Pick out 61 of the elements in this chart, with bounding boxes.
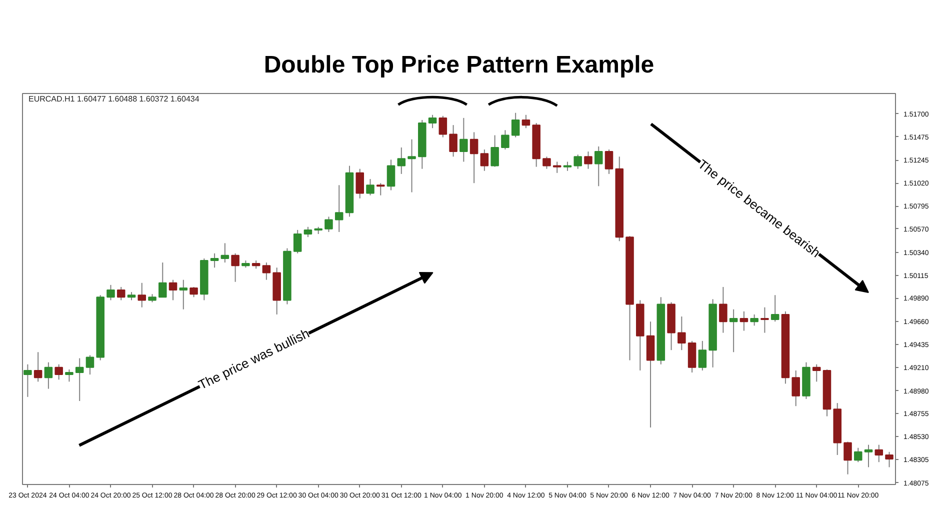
candlestick [158,262,167,298]
candlestick [729,308,738,353]
candlestick [584,151,592,170]
candlestick [460,117,468,162]
candlestick [885,451,894,468]
candlestick [864,444,873,468]
candlestick [542,156,551,170]
candlestick [65,368,74,382]
candlestick [574,154,582,170]
candlestick [75,358,84,402]
candlestick [356,168,364,199]
candlestick [304,226,312,238]
candlestick [594,146,603,187]
candlestick [480,149,489,172]
candlestick [231,252,240,282]
candlestick [438,115,448,138]
candlestick [604,149,614,174]
candlestick [770,294,780,322]
candlestick [366,178,374,196]
annotation: EURCAD.H1 1.60477 1.60488 1.60372 1.60434 [28,94,200,104]
candlestick [334,184,344,232]
candlestick [812,364,821,382]
candlestick [501,130,510,150]
candlestick [698,340,707,371]
candlestick [470,132,478,184]
candlestick [678,316,686,351]
candlestick [190,286,198,298]
candlestick [740,310,748,332]
candlestick [168,279,178,301]
candlestick [138,282,146,308]
candlestick [86,354,94,376]
candlestick [750,314,758,326]
candlestick [386,159,396,191]
candlestick [760,306,769,334]
candlestick [552,161,562,174]
candlestick [116,286,126,301]
candlestick [324,216,333,232]
candlestick [511,112,520,138]
candlestick [792,370,800,407]
candlestick [874,444,884,463]
candlestick [34,352,42,382]
candlestick [844,441,852,475]
candlestick [376,182,385,196]
candlestick [262,262,271,280]
candlestick [408,138,416,193]
candlestick [179,279,188,310]
candlestick [106,284,115,301]
chart-title: Double Top Price Pattern Example [264,52,654,78]
candlestick [220,242,230,264]
candlestick [490,134,499,168]
candlestick [449,124,458,158]
candlestick [210,252,219,268]
candlestick [428,114,437,129]
candlestick [719,286,728,334]
candlestick [522,114,530,129]
candlestick [397,146,406,174]
candlestick [54,364,63,380]
candlestick [293,229,302,254]
candlestick [44,362,53,390]
candlestick [563,161,572,172]
candlestick [854,447,862,463]
